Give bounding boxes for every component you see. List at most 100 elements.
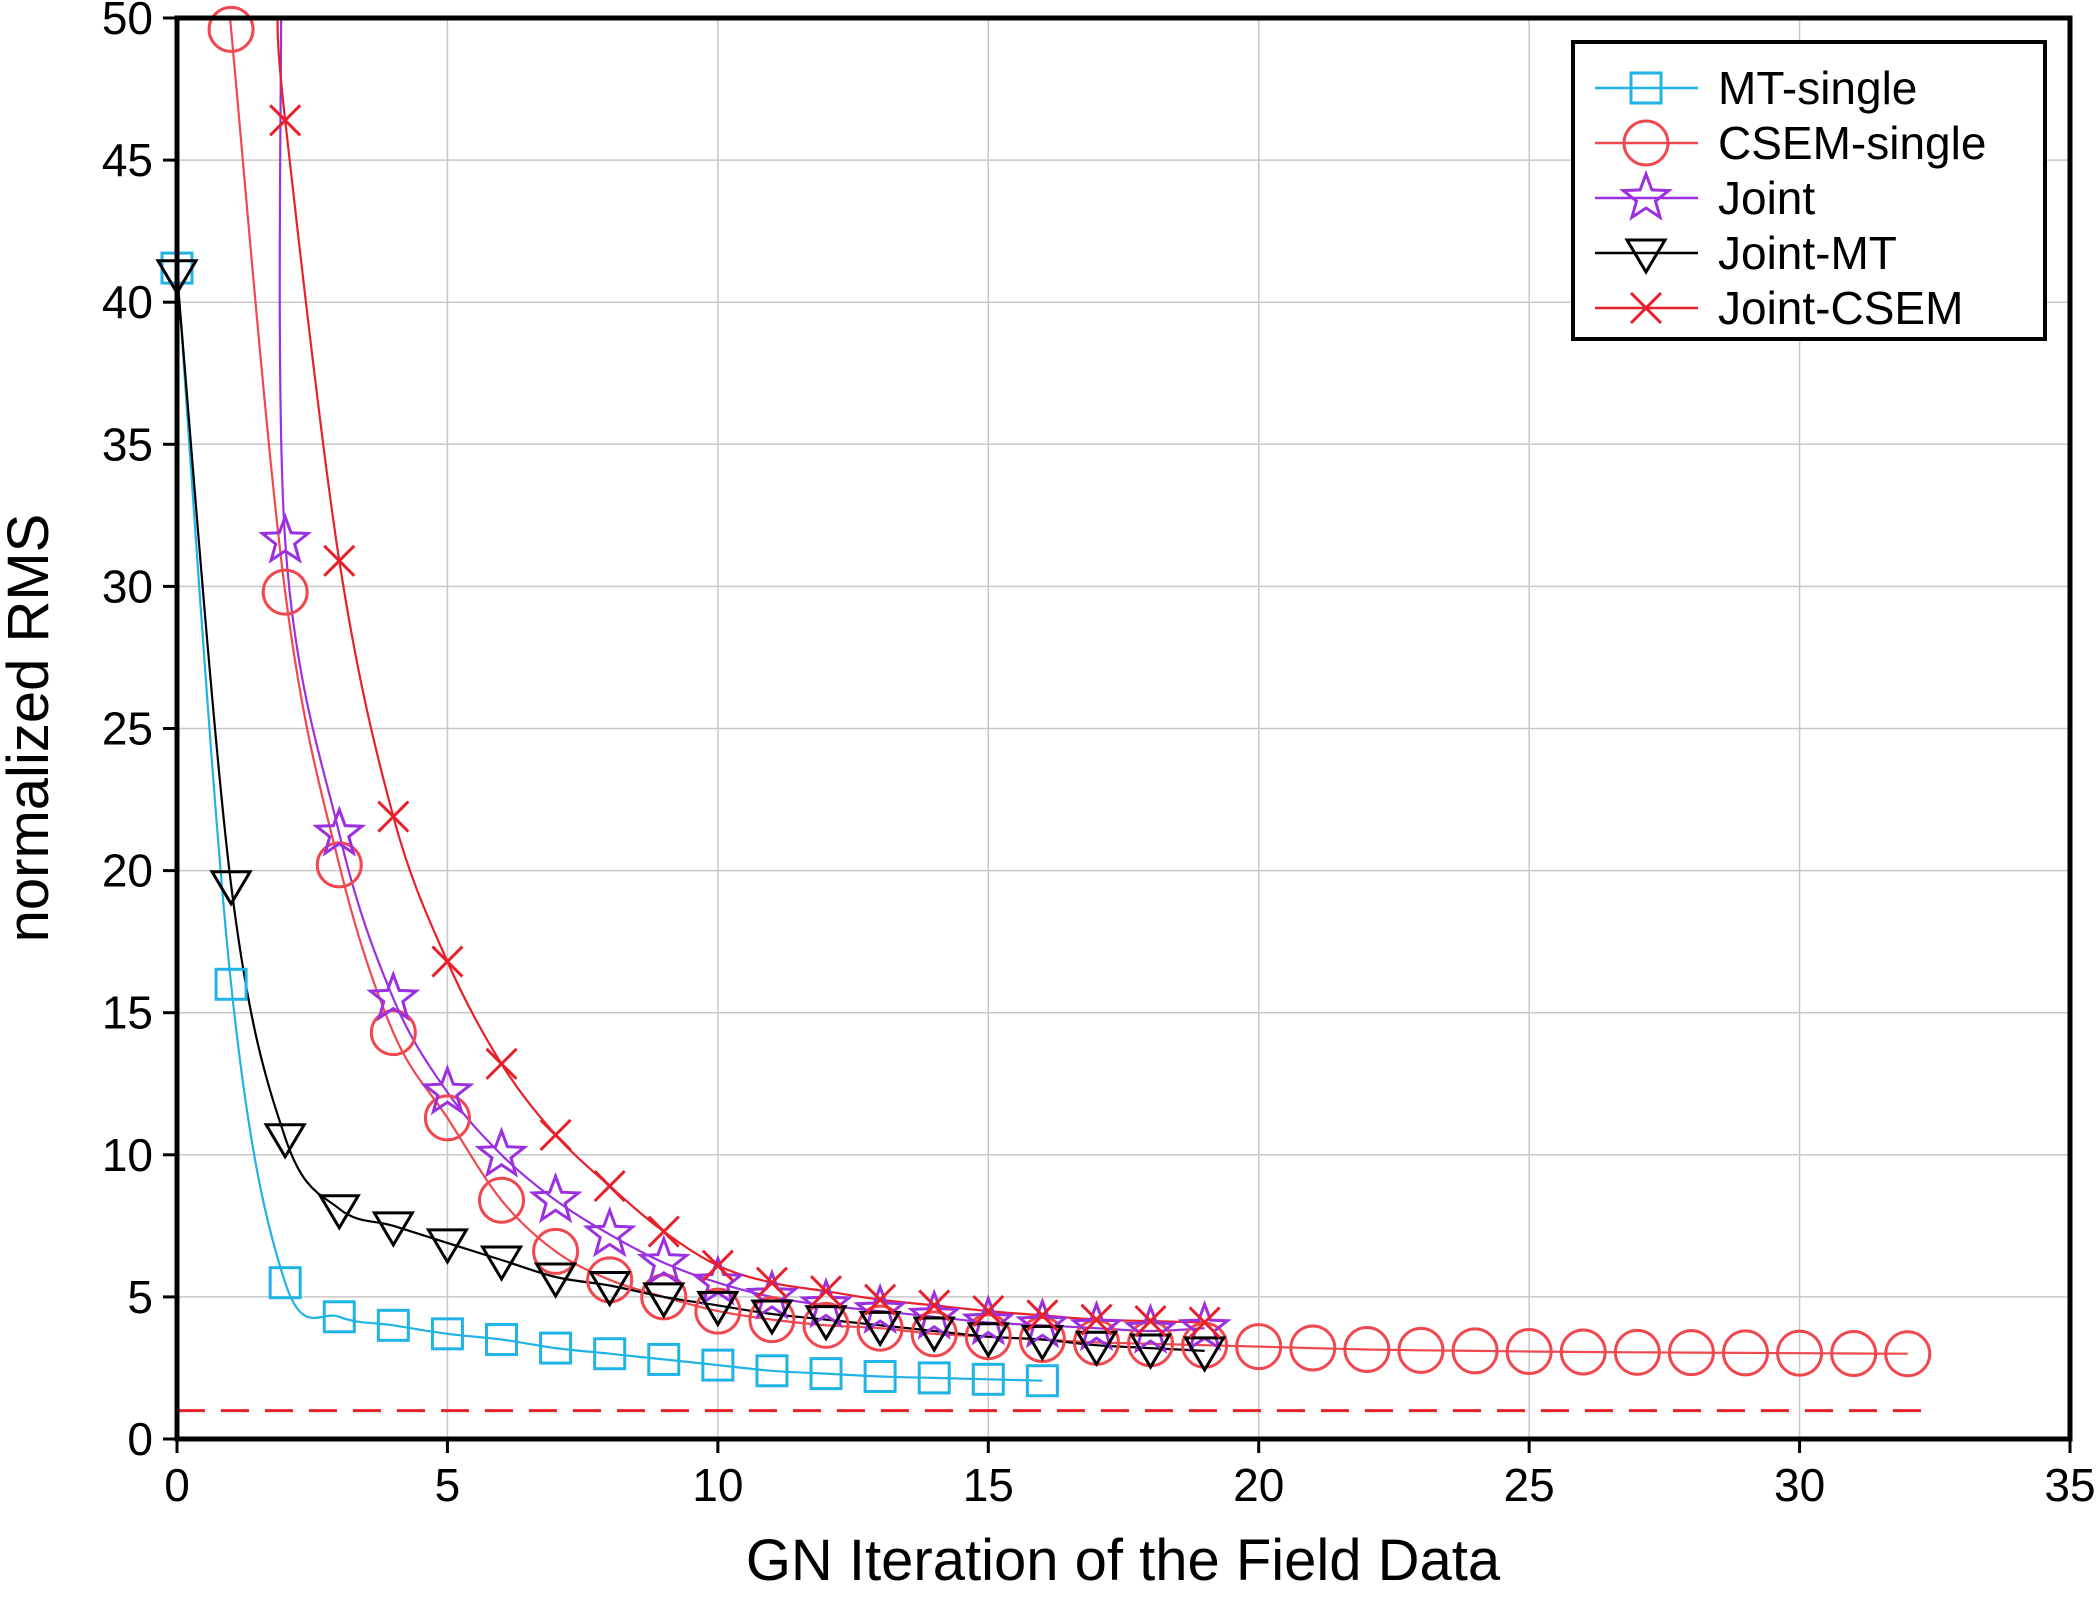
data-point-csem-single xyxy=(1235,1323,1283,1371)
legend-label: CSEM-single xyxy=(1718,117,1986,169)
data-point-joint xyxy=(744,1268,799,1320)
data-point-joint xyxy=(636,1234,691,1286)
x-axis-label: GN Iteration of the Field Data xyxy=(746,1528,1501,1593)
data-point-joint-mt xyxy=(588,1271,632,1308)
data-point-mt-single xyxy=(647,1342,681,1376)
data-point-mt-single xyxy=(376,1308,410,1342)
legend-marker xyxy=(1629,291,1663,325)
data-point-joint xyxy=(528,1171,583,1224)
data-point-joint-csem xyxy=(485,1047,518,1080)
legend-label: Joint xyxy=(1718,172,1815,224)
data-point-joint-csem xyxy=(593,1169,626,1203)
data-point-csem-single xyxy=(802,1301,850,1349)
data-point-joint-mt xyxy=(533,1262,578,1299)
y-tick-label: 45 xyxy=(102,134,153,186)
data-point-joint-csem xyxy=(431,945,464,978)
series-line-csem-single xyxy=(228,18,1908,1355)
data-point-joint-mt xyxy=(1128,1333,1173,1370)
data-point-joint xyxy=(961,1294,1016,1346)
data-point-csem-single xyxy=(207,5,255,53)
data-point-csem-single xyxy=(1505,1327,1553,1375)
x-tick-label: 0 xyxy=(164,1459,190,1511)
x-tick-label: 25 xyxy=(1504,1459,1555,1511)
data-point-mt-single xyxy=(593,1337,627,1371)
data-point-joint-csem xyxy=(539,1118,572,1151)
y-tick-label: 50 xyxy=(102,0,153,44)
x-tick-label: 20 xyxy=(1233,1459,1284,1511)
data-point-joint-csem xyxy=(701,1249,734,1282)
data-point-joint-mt xyxy=(371,1211,415,1248)
x-tick-label: 10 xyxy=(692,1459,743,1511)
x-tick-label: 15 xyxy=(963,1459,1014,1511)
data-point-joint-csem xyxy=(269,104,302,137)
data-point-csem-single xyxy=(1018,1316,1066,1364)
data-point-joint xyxy=(853,1282,908,1335)
data-point-mt-single xyxy=(755,1354,789,1388)
data-point-joint-csem xyxy=(918,1289,951,1322)
data-point-csem-single xyxy=(1397,1326,1445,1374)
data-point-csem-single xyxy=(856,1304,904,1352)
data-point-csem-single xyxy=(910,1310,958,1358)
data-point-csem-single xyxy=(369,1009,417,1057)
data-point-csem-single xyxy=(1776,1329,1824,1377)
data-point-csem-single xyxy=(261,568,309,616)
data-point-joint-mt xyxy=(317,1194,361,1231)
data-point-joint-mt xyxy=(966,1322,1010,1359)
data-point-joint-mt xyxy=(804,1305,848,1342)
data-point-csem-single xyxy=(423,1094,471,1142)
data-point-mt-single xyxy=(485,1323,519,1357)
marker-layer xyxy=(155,5,1932,1398)
data-point-mt-single xyxy=(863,1359,897,1393)
data-point-joint-mt xyxy=(858,1310,902,1348)
y-axis-label: normalized RMS xyxy=(0,514,61,943)
data-point-csem-single xyxy=(1289,1324,1337,1372)
legend-marker xyxy=(1629,71,1663,105)
data-point-joint-mt xyxy=(479,1245,524,1282)
legend-marker xyxy=(1624,238,1668,275)
data-point-mt-single xyxy=(701,1348,735,1382)
data-point-mt-single xyxy=(1025,1364,1059,1398)
data-point-joint xyxy=(474,1126,529,1178)
data-point-mt-single xyxy=(539,1331,573,1365)
y-tick-label: 20 xyxy=(102,845,153,897)
y-tick-label: 25 xyxy=(102,703,153,755)
data-point-csem-single xyxy=(640,1273,688,1321)
data-point-csem-single xyxy=(694,1287,742,1335)
y-tick-label: 0 xyxy=(127,1413,153,1465)
data-point-joint-mt xyxy=(425,1228,470,1265)
data-point-joint-mt xyxy=(696,1290,740,1328)
data-point-joint-mt xyxy=(1074,1330,1119,1368)
data-point-mt-single xyxy=(268,1266,302,1300)
series-line-joint xyxy=(278,18,1205,1333)
data-point-joint xyxy=(799,1277,854,1329)
legend-marker xyxy=(1619,169,1673,221)
data-point-csem-single xyxy=(532,1227,580,1275)
data-point-csem-single xyxy=(1451,1327,1499,1375)
data-point-csem-single xyxy=(1667,1329,1715,1377)
data-point-joint xyxy=(582,1206,637,1258)
series-line-joint-csem xyxy=(276,18,1205,1324)
y-tick-label: 15 xyxy=(102,987,153,1039)
x-tick-label: 35 xyxy=(2044,1459,2095,1511)
data-point-joint-csem xyxy=(972,1295,1005,1328)
data-point-joint-csem xyxy=(809,1275,843,1308)
data-point-joint-csem xyxy=(323,544,356,577)
data-point-joint-csem xyxy=(1134,1304,1167,1338)
data-point-csem-single xyxy=(1830,1329,1878,1377)
data-point-mt-single xyxy=(322,1300,356,1334)
data-point-joint-csem xyxy=(1026,1299,1059,1332)
data-point-joint-csem xyxy=(377,800,410,833)
data-point-mt-single xyxy=(809,1357,843,1391)
data-point-joint xyxy=(312,805,367,857)
y-tick-label: 5 xyxy=(127,1271,153,1323)
data-point-csem-single xyxy=(1884,1330,1932,1378)
series-line-joint-mt xyxy=(177,273,1205,1352)
data-point-joint-csem xyxy=(647,1215,680,1248)
data-point-joint xyxy=(366,970,421,1022)
data-point-joint xyxy=(907,1288,962,1340)
data-point-joint-csem xyxy=(1080,1303,1113,1336)
data-point-joint xyxy=(1069,1299,1124,1352)
data-point-joint-mt xyxy=(750,1299,794,1336)
legend-label: Joint-CSEM xyxy=(1718,282,1963,334)
